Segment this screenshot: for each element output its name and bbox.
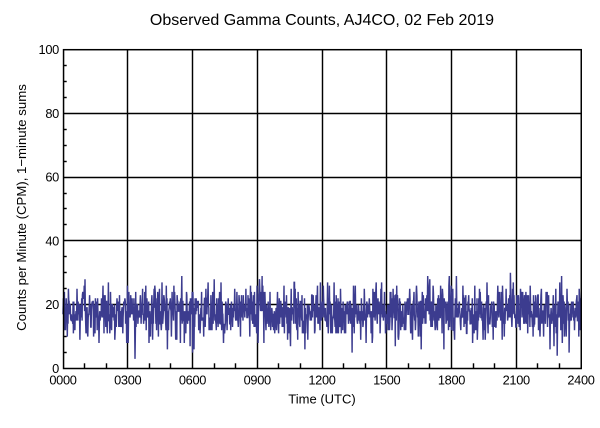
svg-text:2400: 2400 — [567, 372, 594, 387]
svg-text:0: 0 — [52, 361, 59, 376]
svg-text:0000: 0000 — [49, 372, 76, 387]
svg-text:0600: 0600 — [179, 372, 206, 387]
svg-text:1200: 1200 — [308, 372, 335, 387]
svg-text:2100: 2100 — [503, 372, 530, 387]
svg-text:0900: 0900 — [244, 372, 271, 387]
svg-text:Time (UTC): Time (UTC) — [288, 392, 355, 407]
svg-text:Counts per Minute (CPM), 1−min: Counts per Minute (CPM), 1−minute sums — [14, 84, 29, 331]
svg-text:80: 80 — [45, 106, 59, 121]
svg-text:1500: 1500 — [373, 372, 400, 387]
svg-text:0300: 0300 — [114, 372, 141, 387]
svg-text:1800: 1800 — [438, 372, 465, 387]
svg-text:100: 100 — [39, 42, 60, 57]
svg-text:20: 20 — [45, 297, 59, 312]
svg-text:40: 40 — [45, 233, 59, 248]
svg-text:Observed Gamma Counts, AJ4CO,: Observed Gamma Counts, AJ4CO, 02 Feb 201… — [150, 12, 494, 29]
svg-text:60: 60 — [45, 170, 59, 185]
